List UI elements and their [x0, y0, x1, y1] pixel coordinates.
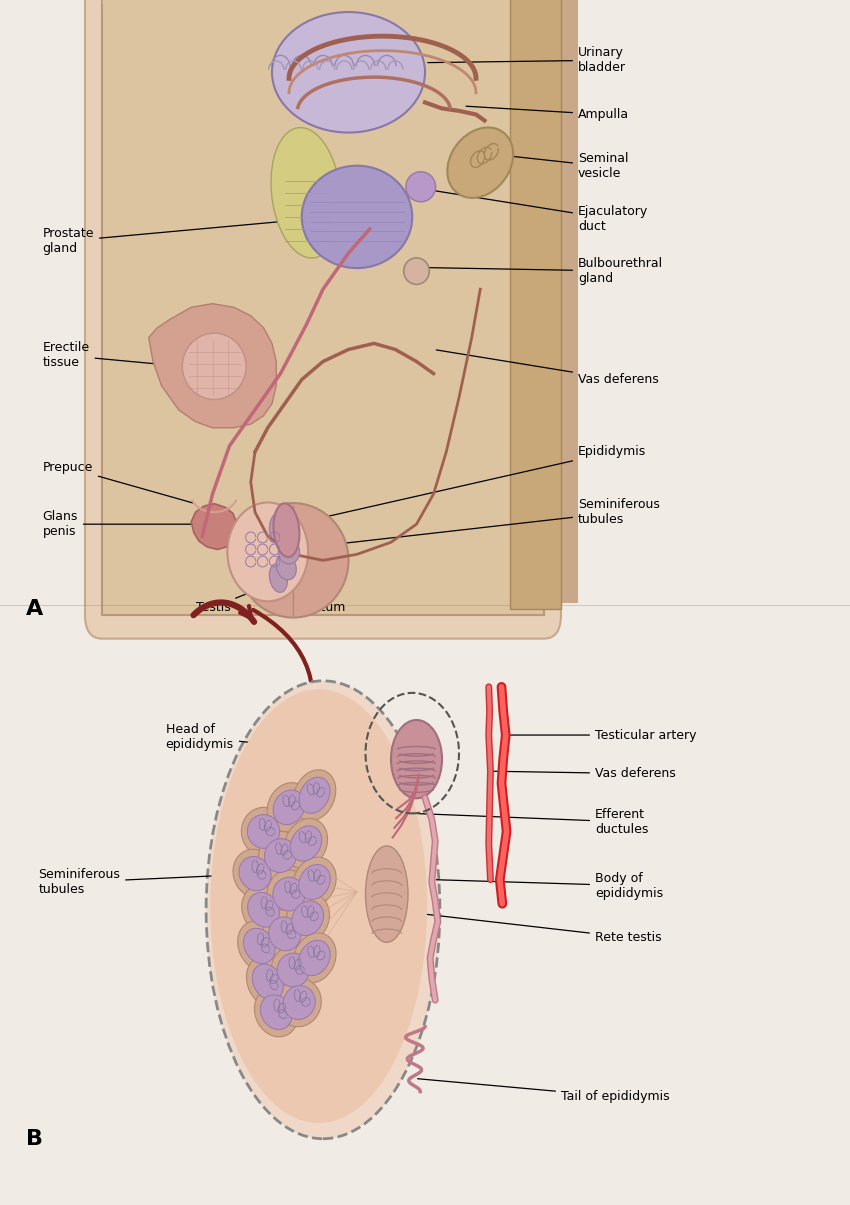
Ellipse shape [269, 917, 301, 951]
Ellipse shape [276, 554, 297, 580]
Text: Urinary
bladder: Urinary bladder [428, 46, 626, 75]
Ellipse shape [233, 850, 277, 898]
Ellipse shape [182, 333, 246, 400]
Ellipse shape [252, 964, 283, 1000]
Text: Prepuce: Prepuce [42, 462, 193, 502]
PathPatch shape [191, 504, 236, 549]
Ellipse shape [269, 511, 287, 540]
Ellipse shape [264, 839, 297, 872]
Ellipse shape [238, 504, 348, 617]
Ellipse shape [293, 857, 336, 907]
Ellipse shape [247, 893, 280, 927]
Ellipse shape [227, 502, 308, 601]
Ellipse shape [299, 940, 330, 976]
Ellipse shape [241, 807, 286, 856]
Ellipse shape [254, 988, 298, 1036]
Ellipse shape [258, 831, 303, 880]
Ellipse shape [277, 953, 309, 987]
Ellipse shape [273, 790, 305, 824]
Ellipse shape [263, 910, 307, 958]
Ellipse shape [206, 681, 440, 1139]
Ellipse shape [277, 978, 321, 1027]
Ellipse shape [406, 172, 435, 202]
Ellipse shape [272, 12, 425, 133]
Ellipse shape [299, 777, 330, 813]
Ellipse shape [283, 986, 315, 1019]
Ellipse shape [298, 864, 331, 900]
Text: Seminal
vesicle: Seminal vesicle [496, 152, 628, 181]
Ellipse shape [404, 258, 429, 284]
Ellipse shape [293, 933, 336, 983]
Ellipse shape [278, 540, 299, 564]
Ellipse shape [391, 719, 442, 799]
Text: Bulbourethral
gland: Bulbourethral gland [423, 257, 663, 286]
Text: Epididymis: Epididymis [296, 446, 646, 523]
Text: Seminiferous
tubules: Seminiferous tubules [270, 498, 660, 552]
Ellipse shape [260, 995, 292, 1029]
Ellipse shape [239, 857, 271, 890]
Text: Scrotum: Scrotum [293, 596, 346, 613]
Ellipse shape [267, 783, 311, 831]
Ellipse shape [244, 928, 275, 964]
Ellipse shape [274, 504, 299, 557]
Text: Tail of epididymis: Tail of epididymis [417, 1078, 670, 1103]
Text: Erectile
tissue: Erectile tissue [42, 341, 193, 370]
Ellipse shape [292, 901, 324, 935]
Ellipse shape [273, 877, 305, 911]
Text: Ejaculatory
duct: Ejaculatory duct [428, 189, 649, 234]
Ellipse shape [247, 815, 280, 848]
FancyBboxPatch shape [510, 0, 578, 602]
FancyBboxPatch shape [510, 0, 561, 609]
Ellipse shape [366, 846, 408, 942]
Ellipse shape [271, 946, 315, 994]
Ellipse shape [291, 825, 321, 862]
Text: B: B [26, 1129, 42, 1150]
Text: Vas deferens: Vas deferens [436, 349, 659, 386]
Text: Prostate
gland: Prostate gland [42, 219, 303, 255]
Ellipse shape [241, 886, 286, 934]
Ellipse shape [447, 128, 513, 198]
Ellipse shape [271, 128, 341, 258]
Ellipse shape [269, 564, 287, 593]
Ellipse shape [302, 166, 412, 269]
PathPatch shape [102, 0, 544, 602]
Ellipse shape [293, 770, 336, 821]
Ellipse shape [210, 689, 427, 1123]
FancyBboxPatch shape [85, 0, 561, 639]
Ellipse shape [286, 894, 330, 942]
Ellipse shape [267, 870, 311, 918]
Text: Ampulla: Ampulla [466, 106, 629, 120]
Text: Body of
epididymis: Body of epididymis [436, 871, 663, 900]
Ellipse shape [276, 524, 297, 549]
Ellipse shape [246, 957, 289, 1007]
PathPatch shape [149, 304, 276, 428]
Ellipse shape [285, 818, 327, 869]
Text: Head of
epididymis: Head of epididymis [166, 723, 395, 757]
Text: Efferent
ductules: Efferent ductules [415, 807, 649, 836]
Text: A: A [26, 599, 42, 619]
Text: Vas deferens: Vas deferens [493, 768, 676, 780]
Text: Rete testis: Rete testis [389, 910, 661, 944]
Text: Testis: Testis [196, 592, 252, 613]
Ellipse shape [238, 921, 280, 971]
Text: Glans
penis: Glans penis [42, 510, 212, 539]
Text: Seminiferous
tubules: Seminiferous tubules [38, 868, 261, 897]
PathPatch shape [102, 0, 544, 615]
Text: Testicular artery: Testicular artery [509, 729, 696, 741]
